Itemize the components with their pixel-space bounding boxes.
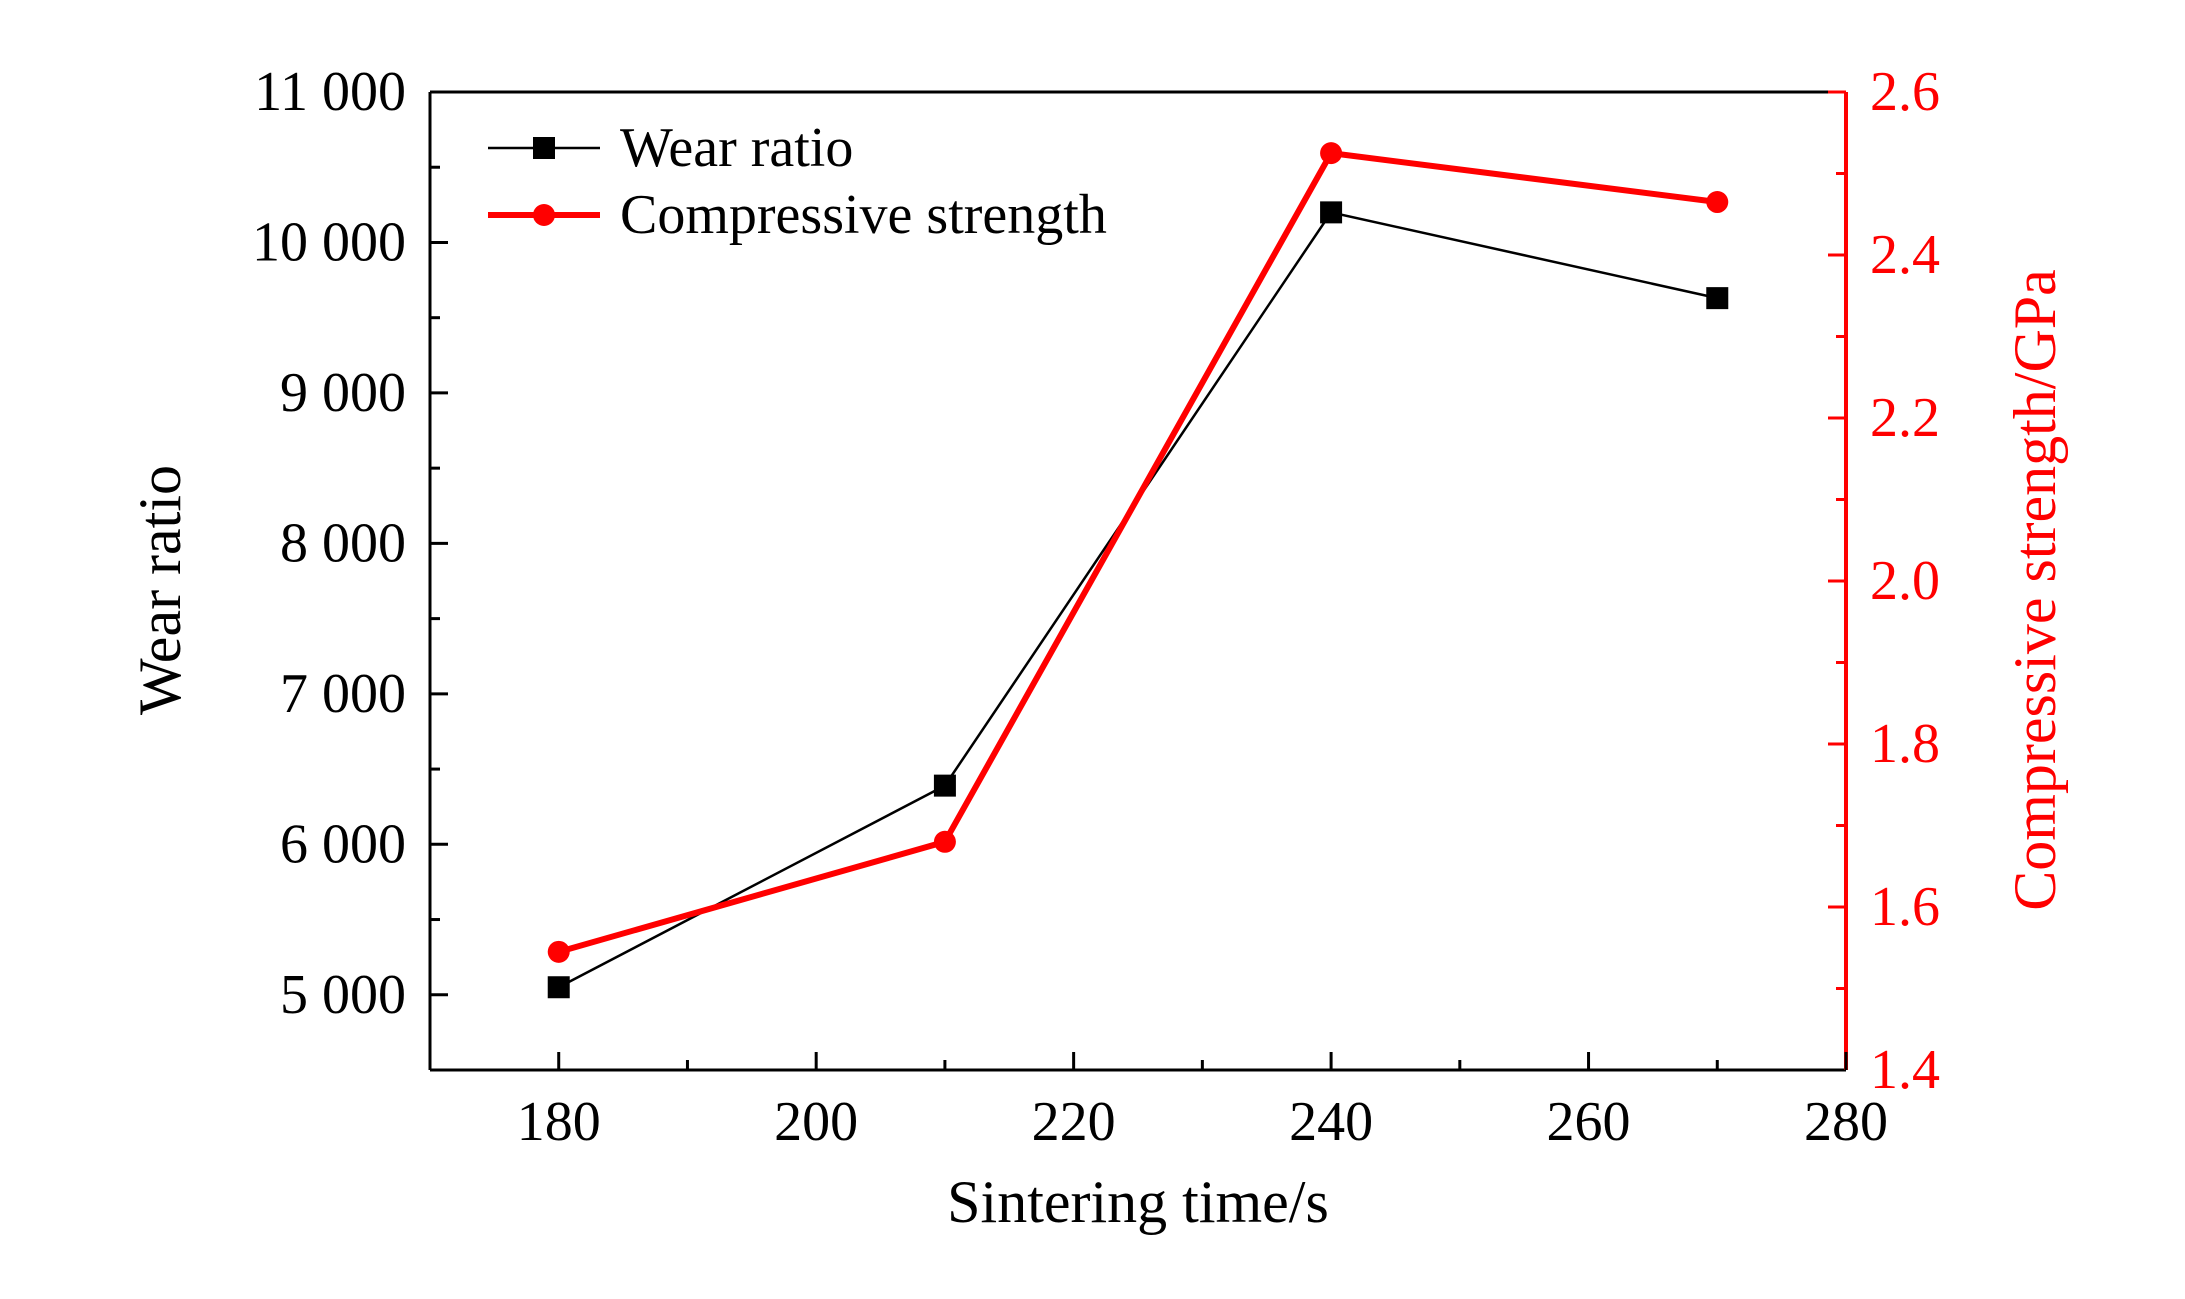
legend-label-wear-ratio: Wear ratio: [620, 117, 853, 179]
compressive-strength-point: [1706, 191, 1729, 214]
wear-ratio-point: [547, 976, 570, 999]
compressive-strength-point: [547, 940, 570, 963]
left-tick-label: 11 000: [254, 61, 406, 123]
left-tick-label: 6 000: [280, 813, 406, 875]
x-tick-label: 240: [1289, 1091, 1373, 1153]
x-tick-label: 180: [517, 1091, 601, 1153]
left-tick-label: 10 000: [252, 211, 406, 273]
right-tick-label: 1.8: [1870, 713, 1940, 775]
right-tick-label: 2.2: [1870, 387, 1940, 449]
x-tick-label: 260: [1547, 1091, 1631, 1153]
x-axis-title: Sintering time/s: [947, 1169, 1329, 1235]
legend-marker-compressive-strength: [533, 204, 555, 226]
legend-marker-wear-ratio: [533, 137, 555, 159]
series-group: [547, 142, 1729, 999]
x-tick-label: 280: [1804, 1091, 1888, 1153]
left-tick-label: 5 000: [280, 964, 406, 1026]
left-tick-label: 9 000: [280, 362, 406, 424]
wear-ratio-point: [1706, 287, 1729, 310]
right-axis-title: Compressive strength/GPa: [2002, 269, 2068, 911]
right-tick-label: 2.4: [1870, 224, 1940, 286]
left-axis-title: Wear ratio: [127, 465, 193, 715]
compressive-strength-point: [1320, 142, 1343, 165]
wear-ratio-point: [933, 774, 956, 797]
axes-group: 180 200 220 240 260 280 5 000 6 000 7 000 8 000 9 …: [127, 61, 2068, 1235]
compressive-strength-line: [557, 149, 1718, 955]
wear-ratio-line: [558, 210, 1718, 989]
right-tick-label: 1.4: [1870, 1039, 1940, 1101]
x-tick-label: 200: [774, 1091, 858, 1153]
left-tick-label: 7 000: [280, 663, 406, 725]
right-tick-label: 2.6: [1870, 61, 1940, 123]
wear-ratio-point: [1320, 201, 1343, 224]
right-tick-label: 1.6: [1870, 876, 1940, 938]
right-tick-label: 2.0: [1870, 550, 1940, 612]
left-tick-label: 8 000: [280, 512, 406, 574]
x-tick-label: 220: [1032, 1091, 1116, 1153]
compressive-strength-point: [933, 830, 956, 853]
legend-label-compressive-strength: Compressive strength: [620, 184, 1107, 246]
